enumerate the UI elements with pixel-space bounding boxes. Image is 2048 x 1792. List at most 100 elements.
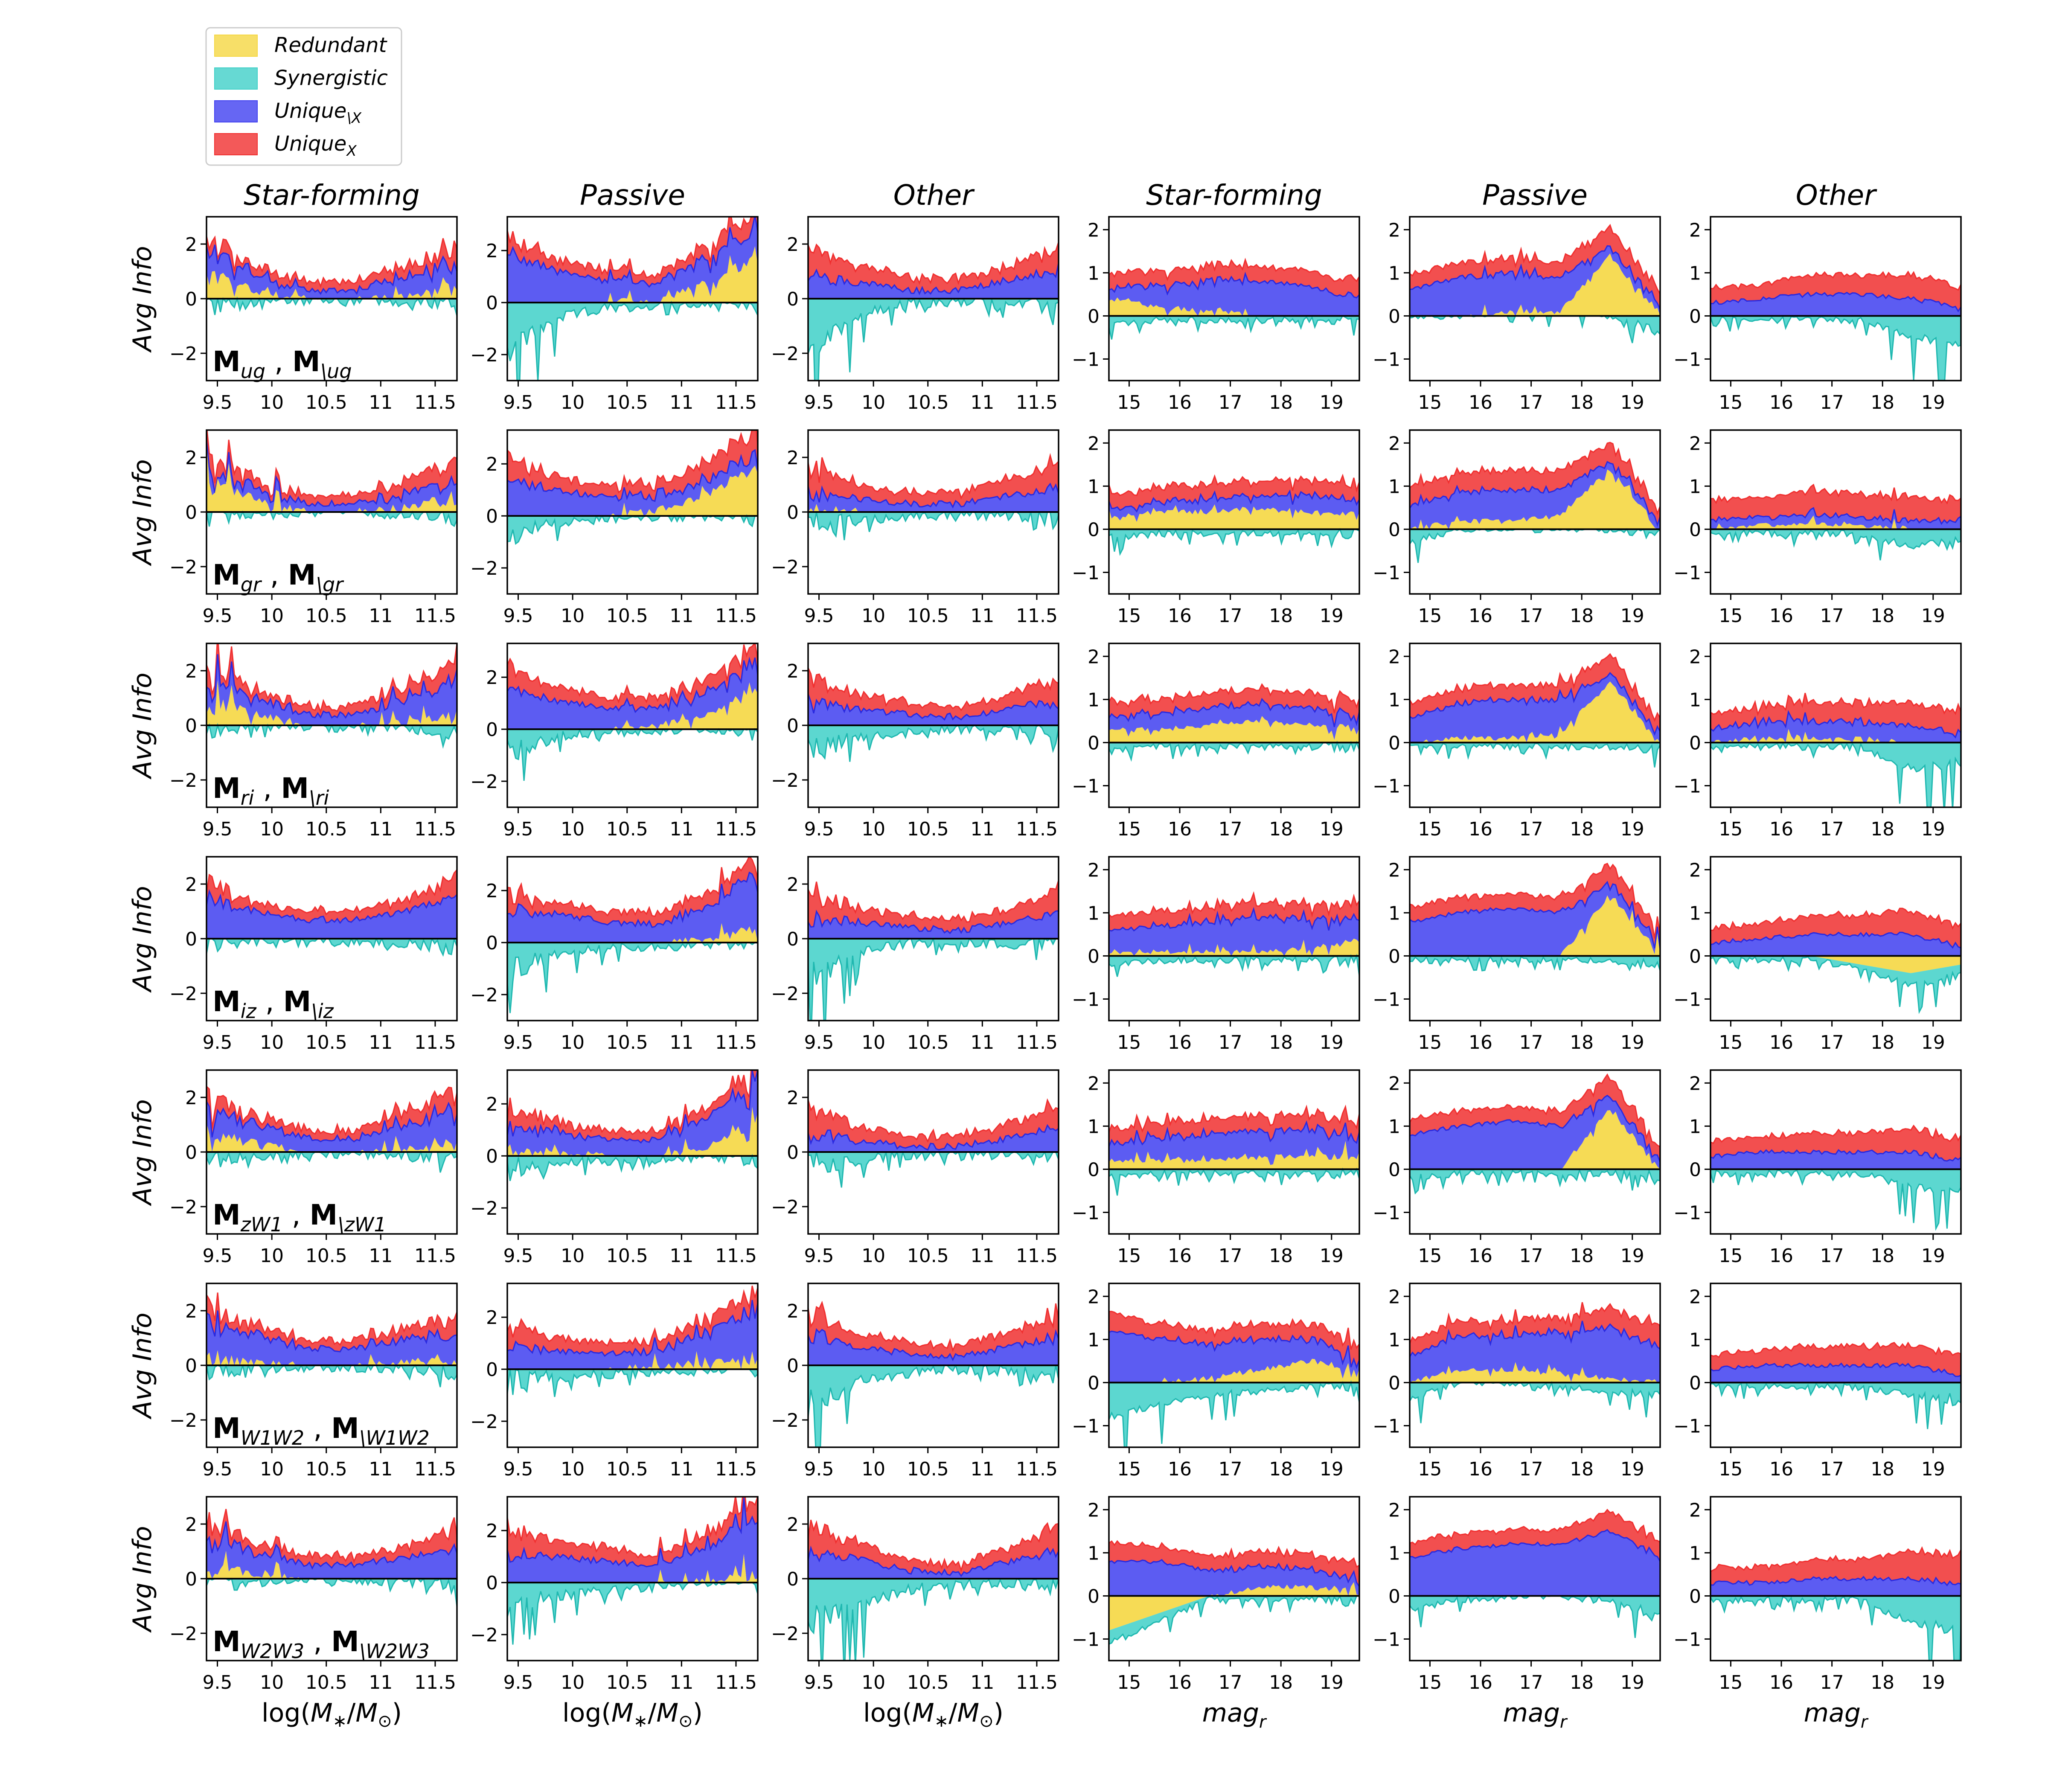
area-synergistic — [1711, 316, 1961, 381]
x-tick-label: 10.5 — [305, 818, 347, 840]
y-tick-label: −1 — [1072, 1629, 1100, 1650]
x-tick-label: 16 — [1769, 1672, 1793, 1693]
panel-r0-c0: −2 0 2 9.5 10 10.5 11 11.5 — [169, 216, 458, 413]
x-tick-label: 11 — [970, 392, 994, 413]
x-axis-label-2: log(M∗/M⊙) — [863, 1698, 1004, 1731]
y-tick-label: 2 — [1388, 646, 1400, 668]
x-tick-label: 19 — [1620, 392, 1644, 413]
panel-r3-c4: −1 0 1 2 15 16 17 18 19 — [1373, 856, 1661, 1053]
x-tick-label: 9.5 — [804, 392, 834, 413]
x-tick-label: 18 — [1269, 1032, 1293, 1053]
y-tick-label: 0 — [185, 1142, 197, 1164]
x-tick-label: 11.5 — [715, 392, 757, 413]
area-unique-x — [1109, 684, 1359, 727]
x-tick-label: 18 — [1871, 818, 1894, 840]
y-axis-label-6: Avg Info — [128, 1526, 157, 1633]
y-tick-label: 2 — [486, 667, 498, 689]
axes-frame — [506, 856, 759, 1021]
x-tick-label: 16 — [1469, 605, 1492, 627]
panel-r3-c0: −2 0 2 9.5 10 10.5 11 11.5 — [169, 856, 458, 1053]
area-redundant — [1711, 729, 1961, 743]
x-tick-label: 15 — [1418, 818, 1442, 840]
y-tick-label: 1 — [1088, 1329, 1100, 1351]
x-tick-label: 11 — [669, 605, 693, 627]
x-tick-label: 19 — [1620, 605, 1644, 627]
x-tick-label: 10.5 — [606, 818, 648, 840]
area-redundant — [507, 465, 758, 516]
y-tick-label: 1 — [1689, 1542, 1701, 1564]
x-tick-label: 11 — [369, 1672, 393, 1693]
x-tick-label: 11 — [970, 818, 994, 840]
axes-frame — [1710, 856, 1962, 1021]
y-tick-label: −1 — [1673, 1202, 1701, 1224]
panel-r6-c0: −2 0 2 9.5 10 10.5 11 11.5 — [169, 1496, 458, 1693]
x-tick-label: 19 — [1921, 1458, 1945, 1480]
area-redundant — [507, 1554, 758, 1583]
x-tick-label: 9.5 — [203, 1245, 233, 1267]
area-unique-not-x — [1410, 1530, 1660, 1596]
x-tick-label: 10 — [260, 392, 284, 413]
panel-r5-c2: −2 0 2 9.5 10 10.5 11 11.5 — [771, 1283, 1059, 1480]
area-unique-not-x — [507, 1300, 758, 1370]
area-synergistic — [1410, 742, 1660, 768]
panel-r4-c5: −1 0 1 2 15 16 17 18 19 — [1673, 1069, 1962, 1267]
x-tick-label: 15 — [1117, 1672, 1141, 1693]
x-tick-label: 9.5 — [503, 1672, 533, 1693]
x-tick-label: 10 — [561, 1245, 585, 1267]
y-tick-label: −1 — [1373, 1629, 1400, 1650]
x-tick-label: 19 — [1921, 1672, 1945, 1693]
x-tick-label: 16 — [1469, 1672, 1492, 1693]
panel-r4-c1: −2 0 2 9.5 10 10.5 11 11.5 — [470, 1069, 759, 1267]
y-tick-label: 1 — [1088, 1542, 1100, 1564]
x-tick-label: 18 — [1570, 605, 1594, 627]
area-redundant — [207, 440, 457, 512]
x-tick-label: 9.5 — [804, 1032, 834, 1053]
x-tick-label: 16 — [1469, 1458, 1492, 1480]
area-unique-not-x — [1109, 699, 1359, 740]
x-tick-label: 11 — [669, 1458, 693, 1480]
x-tick-label: 11.5 — [715, 1672, 757, 1693]
y-tick-label: 0 — [1689, 305, 1701, 327]
x-tick-label: 11.5 — [1016, 818, 1058, 840]
area-synergistic — [1711, 742, 1961, 807]
x-tick-label: 10.5 — [305, 1458, 347, 1480]
area-synergistic — [1410, 316, 1660, 343]
y-tick-label: 2 — [787, 1087, 799, 1109]
area-unique-not-x — [808, 1125, 1059, 1152]
x-tick-label: 11 — [369, 392, 393, 413]
y-tick-label: −1 — [1072, 989, 1100, 1010]
x-tick-label: 16 — [1769, 605, 1793, 627]
axes-frame — [1108, 429, 1360, 595]
x-tick-label: 18 — [1269, 1672, 1293, 1693]
y-tick-label: −2 — [470, 1198, 498, 1219]
y-tick-label: −1 — [1373, 562, 1400, 584]
y-tick-label: −2 — [470, 1411, 498, 1433]
area-unique-not-x — [1711, 292, 1961, 316]
area-redundant-neg — [1109, 1596, 1359, 1631]
y-tick-label: 0 — [185, 1355, 197, 1377]
y-tick-label: 2 — [185, 1514, 197, 1536]
axes-frame — [1409, 1283, 1661, 1448]
area-unique-not-x — [808, 263, 1059, 299]
x-tick-label: 11.5 — [1016, 605, 1058, 627]
y-tick-label: 2 — [787, 234, 799, 256]
axes-frame — [1409, 643, 1661, 808]
x-tick-label: 9.5 — [503, 392, 533, 413]
area-synergistic — [507, 303, 758, 381]
area-synergistic — [808, 725, 1059, 762]
panel-r5-c3: −1 0 1 2 15 16 17 18 19 — [1072, 1283, 1360, 1480]
x-tick-label: 10 — [561, 1458, 585, 1480]
y-tick-label: 2 — [185, 660, 197, 682]
area-redundant — [1711, 515, 1961, 529]
y-tick-label: 2 — [486, 1520, 498, 1542]
area-synergistic — [207, 512, 457, 527]
area-unique-x — [507, 857, 758, 928]
y-tick-label: 1 — [1689, 689, 1701, 711]
y-tick-label: −1 — [1373, 1202, 1400, 1224]
y-tick-label: 1 — [1088, 262, 1100, 284]
row-label-1: Mgr , M\gr — [212, 559, 344, 596]
x-tick-label: 16 — [1168, 1245, 1192, 1267]
x-tick-label: 19 — [1620, 1032, 1644, 1053]
panel-r2-c2: −2 0 2 9.5 10 10.5 11 11.5 — [771, 643, 1059, 840]
